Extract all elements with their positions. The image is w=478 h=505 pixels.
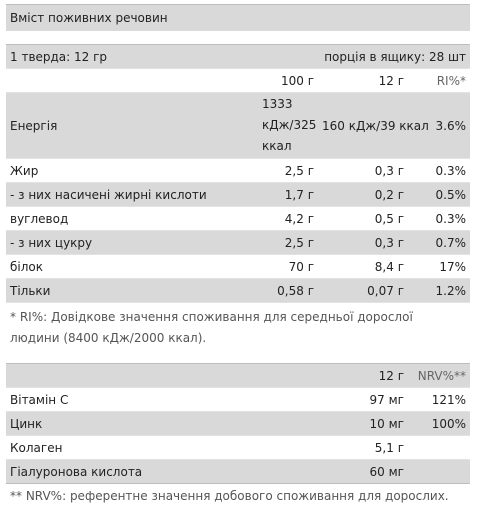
- ingredient-nrv: 100%: [408, 411, 470, 436]
- vitamins-header-row: 12 г NRV%**: [6, 363, 470, 388]
- nutrient-per-100g: 4,2 г: [254, 206, 318, 231]
- nutrient-ri: 0.3%: [408, 158, 470, 183]
- ingredient-name: Гіалуронова кислота: [6, 459, 318, 483]
- nutrient-name: - з них насичені жирні кислоти: [6, 182, 254, 207]
- nutrient-name: Жир: [6, 158, 254, 183]
- nutrient-per-100g: 1333 кДж/325 ккал: [254, 92, 318, 159]
- serving-size: 1 тверда: 12 гр: [6, 44, 318, 69]
- header-name: [6, 363, 318, 388]
- nutrient-ri: 1.2%: [408, 278, 470, 302]
- table-row-energy: Енергія 1333 кДж/325 ккал 160 кДж/39 ккал…: [6, 92, 470, 159]
- nutrient-per-100g: 0,58 г: [254, 278, 318, 302]
- ingredient-amount: 5,1 г: [318, 435, 408, 460]
- table-row-saturates: - з них насичені жирні кислоти 1,7 г 0,2…: [6, 182, 470, 207]
- ingredient-name: Вітамін C: [6, 387, 318, 412]
- table-row-sugars: - з них цукру 2,5 г 0,3 г 0.7%: [6, 230, 470, 255]
- nutrient-per-serving: 0,3 г: [318, 230, 408, 255]
- ingredient-amount: 97 мг: [318, 387, 408, 412]
- ingredient-nrv: 121%: [408, 387, 470, 412]
- table-row-salt: Тільки 0,58 г 0,07 г 1.2%: [6, 278, 470, 302]
- header-per-serving: 12 г: [318, 68, 408, 93]
- table-row-collagen: Колаген 5,1 г: [6, 435, 470, 460]
- nutrient-per-100g: 1,7 г: [254, 182, 318, 207]
- nutrient-name: Тільки: [6, 278, 254, 302]
- energy-per-100g: 1333 кДж/325: [262, 97, 317, 132]
- vitamins-table: 12 г NRV%** Вітамін C 97 мг 121% Цинк 10…: [6, 363, 470, 483]
- nutrient-name: вуглевод: [6, 206, 254, 231]
- nutrient-per-serving: 0,07 г: [318, 278, 408, 302]
- table-row-hyaluronic-acid: Гіалуронова кислота 60 мг: [6, 459, 470, 483]
- serving-row: 1 тверда: 12 гр порція в ящику: 28 шт: [6, 44, 470, 69]
- header-per-100g: 100 г: [254, 68, 318, 93]
- nutrient-per-100g: 70 г: [254, 254, 318, 279]
- header-nrv: NRV%**: [408, 363, 470, 388]
- nutrition-table: 1 тверда: 12 гр порція в ящику: 28 шт 10…: [6, 44, 470, 302]
- nrv-footnote: ** NRV%: референтне значення добового сп…: [6, 483, 470, 505]
- table-row-protein: білок 70 г 8,4 г 17%: [6, 254, 470, 279]
- nutrition-panel: Вміст поживних речовин 1 тверда: 12 гр п…: [6, 4, 470, 505]
- nutrient-ri: 0.7%: [408, 230, 470, 255]
- table-row-zinc: Цинк 10 мг 100%: [6, 411, 470, 436]
- ingredient-nrv: [408, 459, 470, 483]
- header-per-serving: 12 г: [318, 363, 408, 388]
- nutrient-per-serving: 8,4 г: [318, 254, 408, 279]
- nutrient-per-serving: 0,3 г: [318, 158, 408, 183]
- ingredient-amount: 60 мг: [318, 459, 408, 483]
- table-row-carbohydrate: вуглевод 4,2 г 0,5 г 0.3%: [6, 206, 470, 231]
- nutrient-ri: 0.5%: [408, 182, 470, 207]
- nutrient-ri: 3.6%: [408, 92, 470, 159]
- table-row-fat: Жир 2,5 г 0,3 г 0.3%: [6, 158, 470, 183]
- nutrition-header-row: 100 г 12 г RI%*: [6, 68, 470, 93]
- nutrient-per-serving: 0,2 г: [318, 182, 408, 207]
- ingredient-amount: 10 мг: [318, 411, 408, 436]
- nutrient-ri: 0.3%: [408, 206, 470, 231]
- nutrient-name: Енергія: [6, 92, 254, 159]
- nutrient-per-serving: 160 кДж/39 ккал: [318, 92, 429, 159]
- nutrient-ri: 17%: [408, 254, 470, 279]
- energy-unit: ккал: [262, 139, 292, 153]
- table-row-vitamin-c: Вітамін C 97 мг 121%: [6, 387, 470, 412]
- header-ri: RI%*: [408, 68, 470, 93]
- ingredient-nrv: [408, 435, 470, 460]
- nutrient-per-100g: 2,5 г: [254, 158, 318, 183]
- ingredient-name: Цинк: [6, 411, 318, 436]
- nutrient-name: - з них цукру: [6, 230, 254, 255]
- page-title: Вміст поживних речовин: [6, 4, 470, 31]
- ingredient-name: Колаген: [6, 435, 318, 460]
- nutrient-name: білок: [6, 254, 254, 279]
- spacer: [6, 31, 470, 44]
- nutrient-per-100g: 2,5 г: [254, 230, 318, 255]
- ri-footnote: * RI%: Довідкове значення споживання для…: [6, 302, 470, 357]
- header-name: [6, 68, 254, 93]
- nutrient-per-serving: 0,5 г: [318, 206, 408, 231]
- servings-per-pack: порція в ящику: 28 шт: [318, 44, 470, 69]
